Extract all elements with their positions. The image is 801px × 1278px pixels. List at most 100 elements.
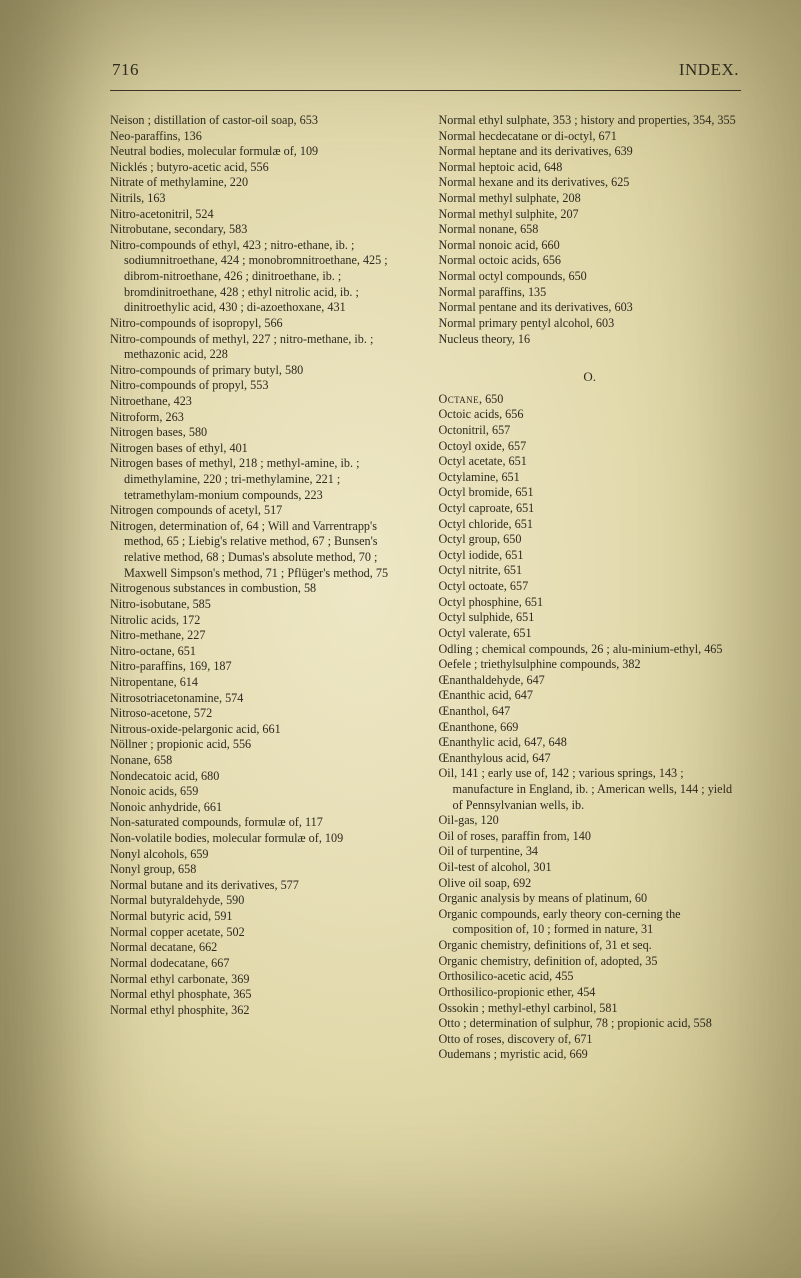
index-entry: Normal dodecatane, 667 — [110, 956, 413, 972]
index-entry: Organic chemistry, definitions of, 31 et… — [439, 938, 742, 954]
index-entry: Nitrogen bases of methyl, 218 ; methyl-a… — [110, 456, 413, 503]
index-entry: Normal octyl compounds, 650 — [439, 269, 742, 285]
index-entry: Octyl chloride, 651 — [439, 517, 742, 533]
index-entry: Normal pentane and its derivatives, 603 — [439, 300, 742, 316]
index-entry: Oil-test of alcohol, 301 — [439, 860, 742, 876]
index-entry: Nitrogen compounds of acetyl, 517 — [110, 503, 413, 519]
index-entry: Otto ; determination of sulphur, 78 ; pr… — [439, 1016, 742, 1032]
index-entry: Orthosilico-propionic ether, 454 — [439, 985, 742, 1001]
index-entry: Nitrolic acids, 172 — [110, 613, 413, 629]
index-entry: Octyl iodide, 651 — [439, 548, 742, 564]
index-entry: Oefele ; triethylsulphine compounds, 382 — [439, 657, 742, 673]
index-entry: Octoyl oxide, 657 — [439, 439, 742, 455]
index-entry: Nonyl alcohols, 659 — [110, 847, 413, 863]
index-entry: Normal paraffins, 135 — [439, 285, 742, 301]
index-entry: Non-saturated compounds, formulæ of, 117 — [110, 815, 413, 831]
index-entry: Nitroso-acetone, 572 — [110, 706, 413, 722]
section-head-o: O. — [439, 369, 742, 386]
page-number: 716 — [112, 60, 139, 80]
index-entry: Normal ethyl phosphite, 362 — [110, 1003, 413, 1019]
index-entry: Ossokin ; methyl-ethyl carbinol, 581 — [439, 1001, 742, 1017]
index-entry: Oil of roses, paraffin from, 140 — [439, 829, 742, 845]
index-entry: Normal methyl sulphite, 207 — [439, 207, 742, 223]
index-entry: Œnanthol, 647 — [439, 704, 742, 720]
index-entry: Nitropentane, 614 — [110, 675, 413, 691]
index-entry: Octoic acids, 656 — [439, 407, 742, 423]
index-entry: Organic analysis by means of platinum, 6… — [439, 891, 742, 907]
index-entry: Oil, 141 ; early use of, 142 ; various s… — [439, 766, 742, 813]
index-entry: Octyl sulphide, 651 — [439, 610, 742, 626]
index-entry: Nitrogen bases, 580 — [110, 425, 413, 441]
index-entry: Octyl group, 650 — [439, 532, 742, 548]
index-entry: Normal ethyl sulphate, 353 ; history and… — [439, 113, 742, 129]
index-entry: Oil of turpentine, 34 — [439, 844, 742, 860]
index-entry: Neo-paraffins, 136 — [110, 129, 413, 145]
index-entry: Œnanthaldehyde, 647 — [439, 673, 742, 689]
index-entry: Œnanthylous acid, 647 — [439, 751, 742, 767]
index-entry: Nitro-compounds of ethyl, 423 ; nitro-et… — [110, 238, 413, 316]
index-entry: Normal copper acetate, 502 — [110, 925, 413, 941]
index-entry: Nitro-methane, 227 — [110, 628, 413, 644]
index-entry: Œnanthone, 669 — [439, 720, 742, 736]
index-entry: Octonitril, 657 — [439, 423, 742, 439]
section-spacer — [439, 347, 742, 361]
index-entry: Nonoic acids, 659 — [110, 784, 413, 800]
index-entry: Nitro-compounds of isopropyl, 566 — [110, 316, 413, 332]
index-entry: Nonyl group, 658 — [110, 862, 413, 878]
index-entry: Octyl acetate, 651 — [439, 454, 742, 470]
index-entry: Normal primary pentyl alcohol, 603 — [439, 316, 742, 332]
running-header: 716 INDEX. — [110, 60, 741, 86]
index-entry: Nitroform, 263 — [110, 410, 413, 426]
section-title: INDEX. — [679, 60, 739, 80]
index-entry: Orthosilico-acetic acid, 455 — [439, 969, 742, 985]
index-columns: Neison ; distillation of castor-oil soap… — [110, 113, 741, 1193]
index-entry: Nitrils, 163 — [110, 191, 413, 207]
index-entry: Normal ethyl carbonate, 369 — [110, 972, 413, 988]
page: 716 INDEX. Neison ; distillation of cast… — [0, 0, 801, 1278]
index-entry: Œnanthylic acid, 647, 648 — [439, 735, 742, 751]
index-entry: Organic compounds, early theory con-cern… — [439, 907, 742, 938]
index-entry: Nitrate of methylamine, 220 — [110, 175, 413, 191]
index-entry: Nitro-compounds of primary butyl, 580 — [110, 363, 413, 379]
index-entry: Normal heptoic acid, 648 — [439, 160, 742, 176]
index-entry: Non-volatile bodies, molecular formulæ o… — [110, 831, 413, 847]
index-entry: Normal decatane, 662 — [110, 940, 413, 956]
index-entry: Normal nonoic acid, 660 — [439, 238, 742, 254]
index-entry: Nitro-compounds of methyl, 227 ; nitro-m… — [110, 332, 413, 363]
index-entry: Octyl caproate, 651 — [439, 501, 742, 517]
index-entry: Nitro-compounds of propyl, 553 — [110, 378, 413, 394]
index-entry: Nicklés ; butyro-acetic acid, 556 — [110, 160, 413, 176]
index-entry: Nitrobutane, secondary, 583 — [110, 222, 413, 238]
index-entry: Œnanthic acid, 647 — [439, 688, 742, 704]
index-entry: Normal butyraldehyde, 590 — [110, 893, 413, 909]
index-entry: Nitrosotriacetonamine, 574 — [110, 691, 413, 707]
index-entry: Normal nonane, 658 — [439, 222, 742, 238]
index-entry: Nitro-acetonitril, 524 — [110, 207, 413, 223]
index-entry: Normal butane and its derivatives, 577 — [110, 878, 413, 894]
index-entry: Nonoic anhydride, 661 — [110, 800, 413, 816]
index-entry: Nitro-isobutane, 585 — [110, 597, 413, 613]
index-entry: Normal octoic acids, 656 — [439, 253, 742, 269]
index-entry: Nitroethane, 423 — [110, 394, 413, 410]
index-entry: Nitrogenous substances in combustion, 58 — [110, 581, 413, 597]
index-entry: Octylamine, 651 — [439, 470, 742, 486]
index-entry: Organic chemistry, definition of, adopte… — [439, 954, 742, 970]
index-entry: Nitro-octane, 651 — [110, 644, 413, 660]
index-entry: Olive oil soap, 692 — [439, 876, 742, 892]
index-entry: Odling ; chemical compounds, 26 ; alu-mi… — [439, 642, 742, 658]
index-entry: Nitro-paraffins, 169, 187 — [110, 659, 413, 675]
index-entry: Nitrogen, determination of, 64 ; Will an… — [110, 519, 413, 581]
index-entry: Octyl bromide, 651 — [439, 485, 742, 501]
index-entry: Octyl octoate, 657 — [439, 579, 742, 595]
index-entry: Normal hexane and its derivatives, 625 — [439, 175, 742, 191]
index-entry: Oudemans ; myristic acid, 669 — [439, 1047, 742, 1063]
index-entry: Normal ethyl phosphate, 365 — [110, 987, 413, 1003]
index-entry: Octane, 650 — [439, 392, 742, 408]
index-entry: Octyl phosphine, 651 — [439, 595, 742, 611]
index-entry: Nonane, 658 — [110, 753, 413, 769]
index-entry: Octyl nitrite, 651 — [439, 563, 742, 579]
index-entry: Nöllner ; propionic acid, 556 — [110, 737, 413, 753]
index-entry: Nitrous-oxide-pelargonic acid, 661 — [110, 722, 413, 738]
index-entry: Nondecatoic acid, 680 — [110, 769, 413, 785]
index-entry: Neutral bodies, molecular formulæ of, 10… — [110, 144, 413, 160]
